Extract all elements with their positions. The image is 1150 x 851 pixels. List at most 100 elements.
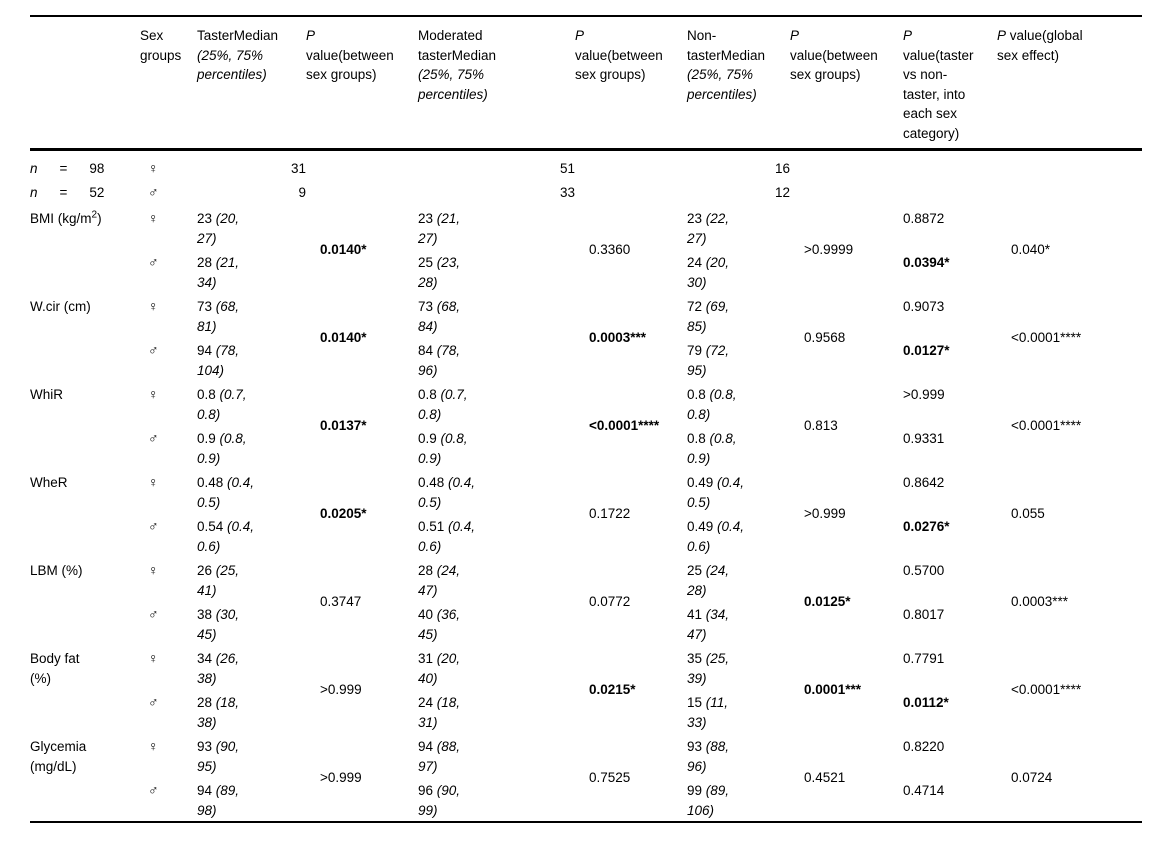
count-label-n-98: n = 98 — [30, 149, 140, 180]
empty-cell — [306, 149, 418, 180]
empty-cell — [575, 149, 687, 180]
cell-body-fat-moderated-female: 31 (20, 40) — [418, 646, 575, 690]
row-wcir-female: W.cir (cm) ♀ 73 (68, 81) 0.0140* 73 (68, 84)… — [30, 294, 1142, 345]
cell-body-fat-tvn-female: 0.7791 — [903, 651, 945, 666]
cell-glycemia-p-between-sex-moderated: 0.7525 — [589, 769, 631, 785]
cell-body-fat-nontaster-female-text: 35 (25, 39) — [687, 651, 730, 686]
header-sex-groups: Sex groups — [140, 16, 197, 149]
cell-wcir-taster-male: 94 (78, 104) — [197, 338, 306, 382]
cell-glycemia-taster-male-text: 94 (89, 98) — [197, 783, 240, 818]
n-value: 52 — [89, 185, 105, 200]
header-p-between-sex-taster-text: P value(between sex groups) — [306, 28, 394, 82]
cell-bmi-moderated-female: 23 (21, 27) — [418, 206, 575, 250]
equals-sign: = — [59, 160, 68, 176]
cell-wher-moderated-male-percentiles: (0.4, 0.6) — [418, 519, 476, 554]
cell-body-fat-moderated-female-text: 31 (20, 40) — [418, 651, 461, 686]
cell-lbm-nontaster-male-text: 41 (34, 47) — [687, 607, 730, 642]
moderated-count-n-98: 51 — [559, 160, 575, 176]
cell-bmi-taster-female-percentiles: (20, 27) — [197, 211, 240, 246]
cell-bmi-nontaster-male: 24 (20, 30) — [687, 250, 790, 294]
cell-body-fat-taster-male-percentiles: (18, 38) — [197, 695, 240, 730]
empty-cell — [903, 180, 997, 206]
cell-bmi-taster-male-text: 28 (21, 34) — [197, 255, 240, 290]
sex-symbol-female-bmi: ♀ — [148, 210, 159, 226]
cell-bmi-moderated-female-text: 23 (21, 27) — [418, 211, 461, 246]
count-label-n-52: n = 52 — [30, 180, 140, 206]
cell-glycemia-nontaster-male: 99 (89, 106) — [687, 778, 790, 822]
cell-lbm-nontaster-female-text: 25 (24, 28) — [687, 563, 730, 598]
cell-wcir-moderated-female-percentiles: (68, 84) — [418, 299, 461, 334]
variable-label-whir: WhiR — [30, 382, 140, 470]
cell-wher-nontaster-female-text: 0.49 (0.4, 0.5) — [687, 475, 745, 510]
cell-body-fat-nontaster-female-percentiles: (25, 39) — [687, 651, 730, 686]
cell-lbm-taster-male-percentiles: (30, 45) — [197, 607, 240, 642]
cell-lbm-moderated-female-percentiles: (24, 47) — [418, 563, 461, 598]
cell-glycemia-moderated-male: 96 (90, 99) — [418, 778, 575, 822]
cell-bmi-taster-female: 23 (20, 27) — [197, 206, 306, 250]
variable-label-lbm-text: LBM (%) — [30, 563, 83, 578]
variable-label-whir-text: WhiR — [30, 387, 63, 402]
cell-wcir-tvn-male: 0.0127* — [903, 343, 950, 358]
taster-count-n-98: 31 — [290, 160, 306, 176]
sex-symbol-n-98: ♀ — [148, 159, 159, 176]
cell-wher-taster-female-text: 0.48 (0.4, 0.5) — [197, 475, 255, 510]
cell-bmi-nontaster-male-percentiles: (20, 30) — [687, 255, 730, 290]
sex-symbol-male-wher: ♂ — [148, 518, 159, 534]
cell-body-fat-moderated-female-percentiles: (20, 40) — [418, 651, 461, 686]
cell-whir-tvn-female: >0.999 — [903, 387, 945, 402]
header-taster-median: TasterMedian (25%, 75% percentiles) — [197, 16, 306, 149]
count-label-text: n = 52 — [30, 183, 130, 203]
cell-wcir-p-between-sex-moderated: 0.0003*** — [589, 330, 647, 346]
cell-bmi-p-between-sex-taster: 0.0140* — [320, 242, 367, 258]
cell-wher-moderated-female: 0.48 (0.4, 0.5) — [418, 470, 575, 514]
cell-glycemia-taster-female: 93 (90, 95) — [197, 734, 306, 778]
cell-lbm-nontaster-female-percentiles: (24, 28) — [687, 563, 730, 598]
cell-body-fat-p-between-sex-nontaster: 0.0001*** — [804, 682, 862, 698]
cell-lbm-moderated-female: 28 (24, 47) — [418, 558, 575, 602]
cell-bmi-nontaster-female-percentiles: (22, 27) — [687, 211, 730, 246]
cell-glycemia-p-between-sex-nontaster: 0.4521 — [804, 769, 846, 785]
cell-whir-p-between-sex-taster: 0.0137* — [320, 418, 367, 434]
cell-wher-taster-male-text: 0.54 (0.4, 0.6) — [197, 519, 255, 554]
sex-symbol-male-wcir: ♂ — [148, 342, 159, 358]
row-wcir-male: ♂ 94 (78, 104) 84 (78, 96) 79 (72, 95) 0.012… — [30, 338, 1142, 382]
cell-lbm-taster-female-text: 26 (25, 41) — [197, 563, 240, 598]
row-bmi-female: BMI (kg/m2) ♀ 23 (20, 27) 0.0140* 23 (21, 27… — [30, 206, 1142, 257]
cell-bmi-taster-male-percentiles: (21, 34) — [197, 255, 240, 290]
cell-wcir-p-between-sex-taster: 0.0140* — [320, 330, 367, 346]
cell-wcir-moderated-male-percentiles: (78, 96) — [418, 343, 461, 378]
count-row-n-52: n = 52 ♂ 9 33 12 — [30, 180, 1142, 206]
row-glycemia-male: ♂ 94 (89, 98) 96 (90, 99) 99 (89, 106) 0.471… — [30, 778, 1142, 822]
cell-bmi-p-between-sex-nontaster: >0.9999 — [804, 242, 854, 258]
variable-label-glycemia: Glycemia (mg/dL) — [30, 734, 140, 822]
header-p-between-sex-moderated-text: P value(between sex groups) — [575, 28, 663, 82]
header-non-taster-median: Non-tasterMedian (25%, 75% percentiles) — [687, 16, 790, 149]
cell-bmi-nontaster-female-text: 23 (22, 27) — [687, 211, 730, 246]
cell-wcir-nontaster-male: 79 (72, 95) — [687, 338, 790, 382]
cell-body-fat-taster-female-text: 34 (26, 38) — [197, 651, 240, 686]
row-bmi-male: ♂ 28 (21, 34) 25 (23, 28) 24 (20, 30) 0.0394… — [30, 250, 1142, 294]
nontaster-count-n-52: 12 — [774, 185, 790, 200]
cell-whir-moderated-male: 0.9 (0.8, 0.9) — [418, 426, 575, 470]
cell-wher-moderated-female-text: 0.48 (0.4, 0.5) — [418, 475, 476, 510]
cell-whir-taster-male-percentiles: (0.8, 0.9) — [197, 431, 247, 466]
cell-wher-nontaster-male-percentiles: (0.4, 0.6) — [687, 519, 745, 554]
header-sex-groups-text: Sex groups — [140, 28, 182, 63]
empty-cell — [306, 180, 418, 206]
cell-whir-nontaster-female: 0.8 (0.8, 0.8) — [687, 382, 790, 426]
cell-whir-nontaster-female-percentiles: (0.8, 0.8) — [687, 387, 737, 422]
table-body: n = 98 ♀ 31 51 16 n = 52 ♂ 9 33 12 BMI (kg/m2) ♀ 23 (20,… — [30, 149, 1142, 822]
header-p-between-sex-moderated: P value(between sex groups) — [575, 16, 687, 149]
cell-lbm-nontaster-female: 25 (24, 28) — [687, 558, 790, 602]
cell-bmi-nontaster-female: 23 (22, 27) — [687, 206, 790, 250]
taster-count-n-52: 9 — [298, 185, 306, 200]
cell-lbm-taster-male: 38 (30, 45) — [197, 602, 306, 646]
cell-wher-p-global-sex: 0.055 — [1011, 506, 1045, 522]
variable-label-bmi: BMI (kg/m2) — [30, 206, 140, 294]
header-p-global-sex-text: P value(global sex effect) — [997, 28, 1083, 63]
cell-whir-taster-female-percentiles: (0.7, 0.8) — [197, 387, 247, 422]
cell-glycemia-moderated-male-text: 96 (90, 99) — [418, 783, 461, 818]
sex-symbol-male-lbm: ♂ — [148, 606, 159, 622]
sex-symbol-female-whir: ♀ — [148, 386, 159, 402]
header-row: Sex groups TasterMedian (25%, 75% percent… — [30, 16, 1142, 149]
